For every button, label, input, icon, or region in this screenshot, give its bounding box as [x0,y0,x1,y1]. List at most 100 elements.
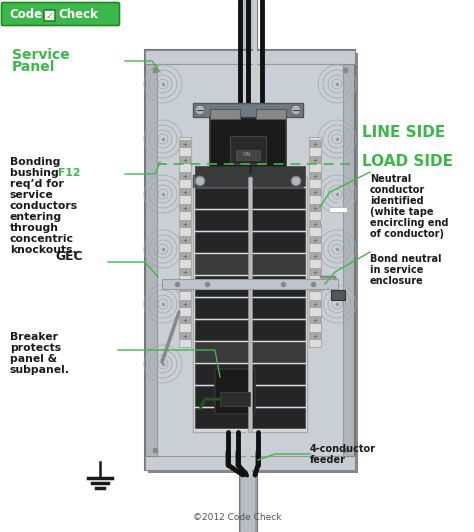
Bar [251,254,305,274]
Bar [230,136,266,164]
Text: of conductor): of conductor) [370,229,444,239]
Text: Breaker: Breaker [10,332,58,342]
Bar [195,254,249,274]
Bar [251,166,305,186]
Bar [145,50,355,470]
Bar [195,364,249,384]
Circle shape [195,105,205,115]
Bar [310,300,320,307]
Text: Neutral: Neutral [370,174,411,184]
Bar [236,150,260,160]
Bar [310,332,320,339]
Text: concentric: concentric [10,234,74,244]
Text: Bonding: Bonding [10,157,60,167]
Bar [310,252,320,259]
Bar [180,236,190,243]
Bar [310,204,320,211]
Bar [310,284,320,291]
Bar [180,156,190,163]
Bar [310,188,320,195]
Bar [215,369,255,414]
Bar [193,177,307,432]
Text: service: service [10,190,54,200]
Bar [195,320,249,340]
Text: feeder: feeder [310,455,346,465]
Text: req’d for: req’d for [10,179,64,189]
Bar [310,140,320,147]
Bar [180,300,190,307]
Text: conductor: conductor [370,185,425,195]
Bar [195,232,249,252]
Bar [251,386,305,406]
Bar [251,298,305,318]
Bar [195,276,249,296]
Bar [310,220,320,227]
Bar [195,298,249,318]
Bar [331,290,345,300]
Bar [195,166,249,186]
Bar [180,252,190,259]
Bar [251,188,305,208]
Text: (white tape: (white tape [370,207,434,217]
Text: enclosure: enclosure [370,276,424,286]
Bar [310,268,320,275]
Bar [251,210,305,230]
Text: Code: Code [9,7,42,21]
Bar [148,53,358,473]
Bar [251,276,305,296]
Bar [251,364,305,384]
Text: ON: ON [243,152,251,156]
Bar [180,172,190,179]
Bar [251,408,305,428]
Bar [251,342,305,362]
Bar [180,316,190,323]
Circle shape [195,176,205,186]
Bar [195,408,249,428]
Bar [179,137,191,347]
Bar [210,109,240,119]
Text: in service: in service [370,265,423,275]
Bar [180,188,190,195]
Bar [251,320,305,340]
FancyBboxPatch shape [44,10,55,21]
Bar [145,456,355,470]
Text: panel &: panel & [10,354,57,364]
Bar [310,316,320,323]
Text: Bond neutral: Bond neutral [370,254,441,264]
Bar [241,465,255,532]
Bar [180,332,190,339]
Bar [162,279,338,289]
Bar [195,188,249,208]
Bar [309,137,321,347]
Bar [180,268,190,275]
Bar [241,0,255,55]
Bar [310,172,320,179]
Text: protects: protects [10,343,61,353]
Bar [180,140,190,147]
Text: Service: Service [12,48,70,62]
Text: ✓: ✓ [46,11,54,21]
Text: subpanel.: subpanel. [10,365,70,375]
Text: bushing: bushing [10,168,63,178]
Bar [251,232,305,252]
Text: LOAD SIDE: LOAD SIDE [362,154,453,169]
Bar [195,210,249,230]
Bar [195,386,249,406]
Circle shape [291,105,301,115]
Bar [248,177,252,432]
Bar [329,207,347,212]
Text: 4-conductor: 4-conductor [310,444,376,454]
Text: Check: Check [58,7,98,21]
Bar [220,392,250,406]
FancyBboxPatch shape [1,3,119,26]
Bar [193,103,303,117]
Bar [310,156,320,163]
Text: F12: F12 [58,168,81,178]
Bar [256,109,286,119]
Text: entering: entering [10,212,62,222]
Bar [239,0,257,55]
Text: conductors: conductors [10,201,78,211]
Bar [310,236,320,243]
Text: GEC: GEC [55,251,82,263]
Text: identified: identified [370,196,424,206]
